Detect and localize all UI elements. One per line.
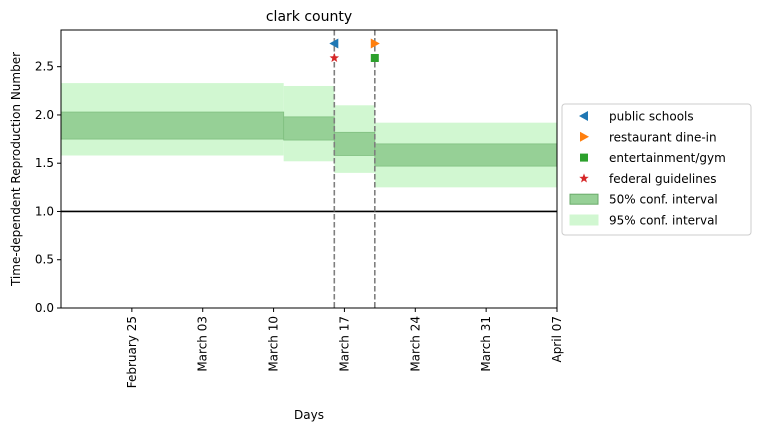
legend-frame [561, 103, 752, 236]
legend-swatch [569, 193, 599, 205]
legend-marker [579, 173, 589, 183]
x-tick-label: March 31 [479, 316, 493, 372]
x-axis-label: Days [294, 408, 324, 422]
legend-label: federal guidelines [609, 172, 717, 186]
y-tick-label: 2.0 [35, 108, 54, 122]
legend-label: 50% conf. interval [609, 193, 718, 207]
chart-title: clark county [266, 9, 352, 25]
ci50-band [374, 143, 558, 167]
intervention-marker [329, 52, 340, 63]
legend-marker [579, 111, 588, 121]
x-tick-label: March 10 [267, 316, 281, 372]
legend-marker [580, 131, 589, 142]
legend-label: 95% conf. interval [609, 214, 718, 228]
legend-swatch [569, 214, 599, 226]
x-tick-label: March 24 [408, 316, 422, 372]
ci50-band [283, 116, 335, 141]
x-tick-label: March 17 [337, 316, 351, 372]
ci50-band [333, 131, 376, 156]
x-tick-label: February 25 [125, 316, 139, 388]
plot-area: 0.0 0.5 1.0 1.5 2.0 2.5 February 25 March 03 Mar… [35, 29, 564, 388]
y-tick-label: 1.0 [35, 204, 54, 218]
x-tick-label: March 03 [196, 316, 210, 372]
y-tick-label: 1.5 [35, 156, 54, 170]
ci50-band [60, 111, 285, 140]
y-tick-label: 2.5 [35, 60, 54, 74]
legend: public schools restaurant dine-in entertai… [561, 103, 752, 236]
x-tick-label: April 07 [550, 316, 564, 363]
y-tick-label: 0.0 [35, 301, 54, 315]
legend-marker [580, 153, 588, 162]
y-tick-label: 0.5 [35, 253, 54, 267]
intervention-marker [370, 53, 379, 62]
legend-label: public schools [609, 110, 694, 124]
intervention-marker [329, 38, 339, 49]
intervention-marker [370, 38, 380, 49]
y-axis-label: Time-dependent Reproduction Number [9, 52, 23, 287]
legend-label: restaurant dine-in [609, 130, 717, 144]
legend-label: entertainment/gym [609, 151, 726, 165]
plot-frame [60, 29, 558, 309]
